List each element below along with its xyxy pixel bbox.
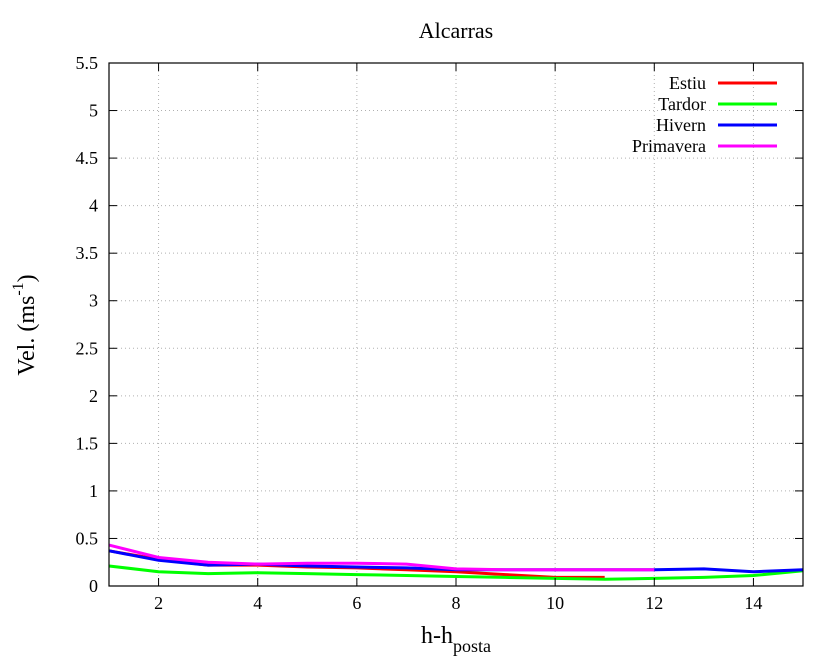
x-axis-label-subscript: posta [453,636,491,656]
y-tick-label: 5.5 [76,53,99,73]
y-tick-label: 4.5 [76,148,99,168]
y-tick-label: 3 [89,291,98,311]
legend-label-primavera: Primavera [632,136,706,156]
y-tick-label: 3.5 [76,243,99,263]
y-tick-label: 0 [89,576,98,596]
x-tick-label: 14 [744,593,762,613]
x-tick-label: 6 [352,593,361,613]
chart-title: Alcarras [419,18,494,43]
legend-label-hivern: Hivern [656,115,706,135]
x-tick-label: 8 [452,593,461,613]
series-line-primavera [108,543,655,572]
y-axis-label-main: Vel. (ms [14,296,40,376]
x-tick-label: 10 [546,593,564,613]
y-axis-label: Vel. (ms-1) [10,274,40,375]
legend-label-estiu: Estiu [669,73,706,93]
x-tick-label: 12 [645,593,663,613]
y-tick-label: 5 [89,101,98,121]
x-axis-label: h-hposta [421,623,491,656]
y-axis-label-close: ) [14,274,40,282]
legend-label-tardor: Tardor [658,94,706,114]
y-tick-label: 1.5 [76,433,99,453]
series-lines [108,543,804,581]
series-line-tardor [108,564,804,581]
x-axis-label-main: h-h [421,623,453,649]
x-tick-label: 2 [154,593,163,613]
axis-ticks: 2 4 6 8 10 12 14 0 0.5 1 1.5 2 2.5 3 3.5 4 4.5 5 5.5 [76,53,803,613]
y-tick-label: 4 [89,196,98,216]
x-tick-label: 4 [253,593,262,613]
y-tick-label: 2 [89,386,98,406]
y-tick-label: 1 [89,481,98,501]
y-tick-label: 0.5 [76,528,99,548]
y-tick-label: 2.5 [76,338,99,358]
y-axis-label-superscript: -1 [10,282,27,295]
